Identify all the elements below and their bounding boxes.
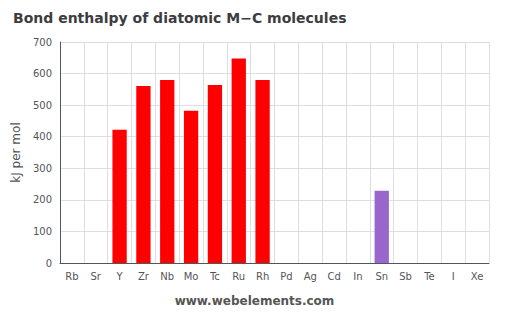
- svg-text:Cd: Cd: [327, 271, 340, 282]
- svg-text:600: 600: [33, 68, 52, 79]
- svg-text:Y: Y: [116, 271, 124, 282]
- svg-text:kJ per mol: kJ per mol: [9, 122, 23, 182]
- svg-text:0: 0: [46, 258, 52, 269]
- svg-text:In: In: [353, 271, 362, 282]
- svg-text:Sb: Sb: [399, 271, 412, 282]
- svg-text:Rh: Rh: [256, 271, 269, 282]
- svg-text:I: I: [452, 271, 455, 282]
- svg-text:Zr: Zr: [138, 271, 150, 282]
- svg-text:500: 500: [33, 100, 52, 111]
- svg-text:Te: Te: [423, 271, 435, 282]
- svg-text:100: 100: [33, 226, 52, 237]
- svg-text:300: 300: [33, 163, 52, 174]
- svg-text:Sn: Sn: [375, 271, 388, 282]
- svg-text:Bond enthalpy of diatomic M−C: Bond enthalpy of diatomic M−C molecules: [13, 10, 346, 26]
- svg-text:Nb: Nb: [160, 271, 174, 282]
- svg-text:Tc: Tc: [209, 271, 220, 282]
- svg-text:Mo: Mo: [184, 271, 199, 282]
- svg-text:400: 400: [33, 131, 52, 142]
- svg-text:Sr: Sr: [91, 271, 102, 282]
- svg-text:700: 700: [33, 37, 52, 48]
- svg-text:Pd: Pd: [280, 271, 292, 282]
- svg-text:Ag: Ag: [304, 271, 317, 282]
- svg-text:Ru: Ru: [232, 271, 245, 282]
- svg-text:Rb: Rb: [65, 271, 78, 282]
- svg-text:www.webelements.com: www.webelements.com: [175, 294, 335, 308]
- svg-text:Xe: Xe: [471, 271, 484, 282]
- svg-text:200: 200: [33, 194, 52, 205]
